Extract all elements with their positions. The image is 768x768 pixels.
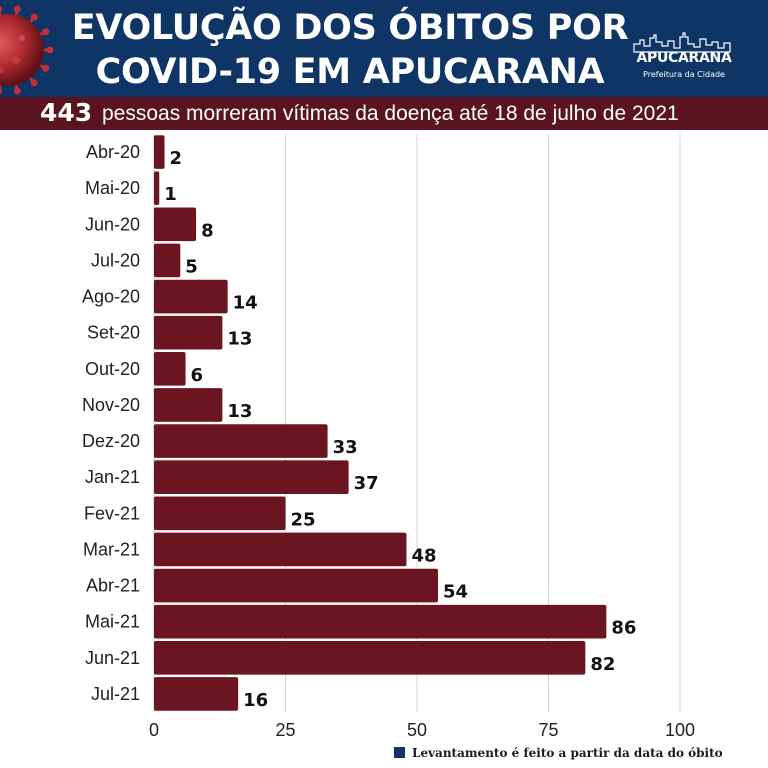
city-skyline-icon: [633, 32, 731, 53]
header-banner: EVOLUÇÃO DOS ÓBITOS POR COVID-19 EM APUC…: [0, 0, 768, 97]
x-tick-label: 100: [665, 720, 695, 740]
category-label: Jul-21: [91, 684, 140, 704]
data-label: 6: [191, 365, 204, 386]
subtitle-bar: 443 pessoas morreram vítimas da doença a…: [0, 97, 768, 130]
x-tick-label: 0: [149, 720, 159, 740]
bar: [154, 171, 160, 205]
coronavirus-icon: [0, 5, 54, 95]
bar: [154, 315, 223, 350]
bar: [154, 496, 286, 531]
data-label: 16: [243, 690, 268, 711]
data-label: 25: [291, 509, 316, 530]
data-label: 37: [354, 473, 379, 494]
bar: [154, 641, 586, 675]
data-label: 2: [170, 148, 183, 169]
data-label: 13: [227, 329, 252, 350]
bar: [154, 568, 439, 603]
bar: [154, 388, 223, 422]
category-label: Dez-20: [82, 431, 140, 451]
data-label: 5: [185, 256, 198, 277]
logo-subtitle: Prefeitura da Cidade: [643, 70, 725, 79]
category-label: Jul-20: [91, 250, 140, 270]
x-tick-label: 75: [538, 720, 558, 740]
category-label: Jun-21: [85, 648, 140, 668]
logo-name: APUCARANA: [636, 50, 732, 66]
title-line-1: EVOLUÇÃO DOS ÓBITOS POR: [71, 8, 629, 48]
bar: [154, 243, 181, 278]
subtitle-text: pessoas morreram vítimas da doença até 1…: [102, 102, 679, 125]
category-label: Mar-21: [83, 539, 140, 559]
category-label: Jun-20: [85, 214, 140, 234]
category-label: Ago-20: [82, 287, 140, 307]
category-label: Out-20: [85, 359, 140, 379]
footnote-text: Levantamento é feito a partir da data do…: [412, 746, 723, 760]
data-label: 48: [411, 545, 436, 566]
data-label: 33: [333, 437, 358, 458]
category-label: Mai-21: [85, 612, 140, 632]
category-label: Jan-21: [85, 467, 140, 487]
bar: [154, 532, 407, 567]
category-label: Mai-20: [85, 178, 140, 198]
title-line-2: COVID-19 EM APUCARANA: [95, 52, 605, 92]
data-label: 14: [233, 293, 258, 314]
bar: [154, 135, 165, 169]
city-logo: APUCARANA Prefeitura da Cidade: [628, 32, 740, 84]
total-deaths: 443: [40, 98, 93, 127]
data-label: 1: [164, 184, 177, 205]
data-label: 86: [611, 618, 636, 639]
category-label: Set-20: [87, 323, 140, 343]
bar: [154, 460, 349, 494]
category-label: Nov-20: [82, 395, 140, 415]
data-label: 8: [201, 220, 214, 241]
bar: [154, 352, 186, 386]
data-label: 13: [227, 401, 252, 422]
footnote: Levantamento é feito a partir da data do…: [394, 746, 723, 760]
deaths-bar-chart: 0 25 50 75 100 Abr-20 2 Mai-20 1 Jun-20 8 Jul-20 5 Ag…: [82, 134, 695, 740]
category-label: Abr-20: [86, 142, 140, 162]
bar: [154, 279, 228, 314]
bar: [154, 207, 197, 242]
bar: [154, 424, 328, 458]
bar: [154, 677, 239, 711]
bar: [154, 604, 607, 639]
x-tick-label: 50: [407, 720, 427, 740]
page-title: EVOLUÇÃO DOS ÓBITOS POR COVID-19 EM APUC…: [70, 6, 630, 94]
legend-swatch: [394, 747, 405, 758]
data-label: 54: [443, 582, 468, 603]
x-tick-label: 25: [275, 720, 295, 740]
data-label: 82: [590, 654, 615, 675]
category-label: Fev-21: [84, 503, 140, 523]
category-label: Abr-21: [86, 576, 140, 596]
